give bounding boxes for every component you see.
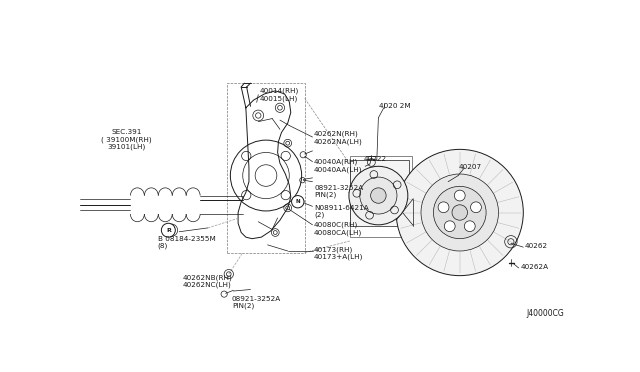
Ellipse shape <box>371 188 386 203</box>
Ellipse shape <box>421 174 499 251</box>
Bar <box>227 83 305 253</box>
Text: 40173(RH)
40173+A(LH): 40173(RH) 40173+A(LH) <box>314 246 364 260</box>
Text: N: N <box>296 199 300 204</box>
Text: 40262: 40262 <box>525 243 548 249</box>
FancyBboxPatch shape <box>349 160 408 225</box>
Text: 40207: 40207 <box>458 164 481 170</box>
Ellipse shape <box>360 177 397 214</box>
Ellipse shape <box>452 205 467 220</box>
Text: 40262N(RH)
40262NA(LH): 40262N(RH) 40262NA(LH) <box>314 131 363 145</box>
Text: R: R <box>166 228 171 233</box>
Text: B 08184-2355M
(8): B 08184-2355M (8) <box>157 235 215 249</box>
Ellipse shape <box>444 221 455 232</box>
Text: 40222: 40222 <box>364 156 387 162</box>
Text: N08911-6421A
(2): N08911-6421A (2) <box>314 205 369 218</box>
Text: 08921-3252A
PIN(2): 08921-3252A PIN(2) <box>314 185 364 198</box>
Ellipse shape <box>433 186 486 239</box>
Text: 40262NB(RH)
40262NC(LH): 40262NB(RH) 40262NC(LH) <box>182 274 232 288</box>
Ellipse shape <box>470 202 481 213</box>
Text: 40040A(RH)
40040AA(LH): 40040A(RH) 40040AA(LH) <box>314 158 362 173</box>
Text: SEC.391
( 39100M(RH)
39101(LH): SEC.391 ( 39100M(RH) 39101(LH) <box>101 129 152 150</box>
Text: J40000CG: J40000CG <box>527 309 564 318</box>
Text: 4020 2M: 4020 2M <box>379 103 411 109</box>
Ellipse shape <box>438 202 449 213</box>
Ellipse shape <box>349 166 408 225</box>
Text: 40014(RH)
40015(LH): 40014(RH) 40015(LH) <box>260 88 299 102</box>
Text: 08921-3252A
PIN(2): 08921-3252A PIN(2) <box>232 296 281 309</box>
Ellipse shape <box>454 190 465 201</box>
Ellipse shape <box>296 198 304 206</box>
Text: 40262A: 40262A <box>520 264 548 270</box>
Ellipse shape <box>396 150 524 276</box>
Ellipse shape <box>292 196 304 208</box>
Ellipse shape <box>465 221 475 232</box>
Ellipse shape <box>161 223 175 237</box>
Text: 40080C(RH)
40080CA(LH): 40080C(RH) 40080CA(LH) <box>314 222 362 236</box>
Bar <box>349 156 412 237</box>
